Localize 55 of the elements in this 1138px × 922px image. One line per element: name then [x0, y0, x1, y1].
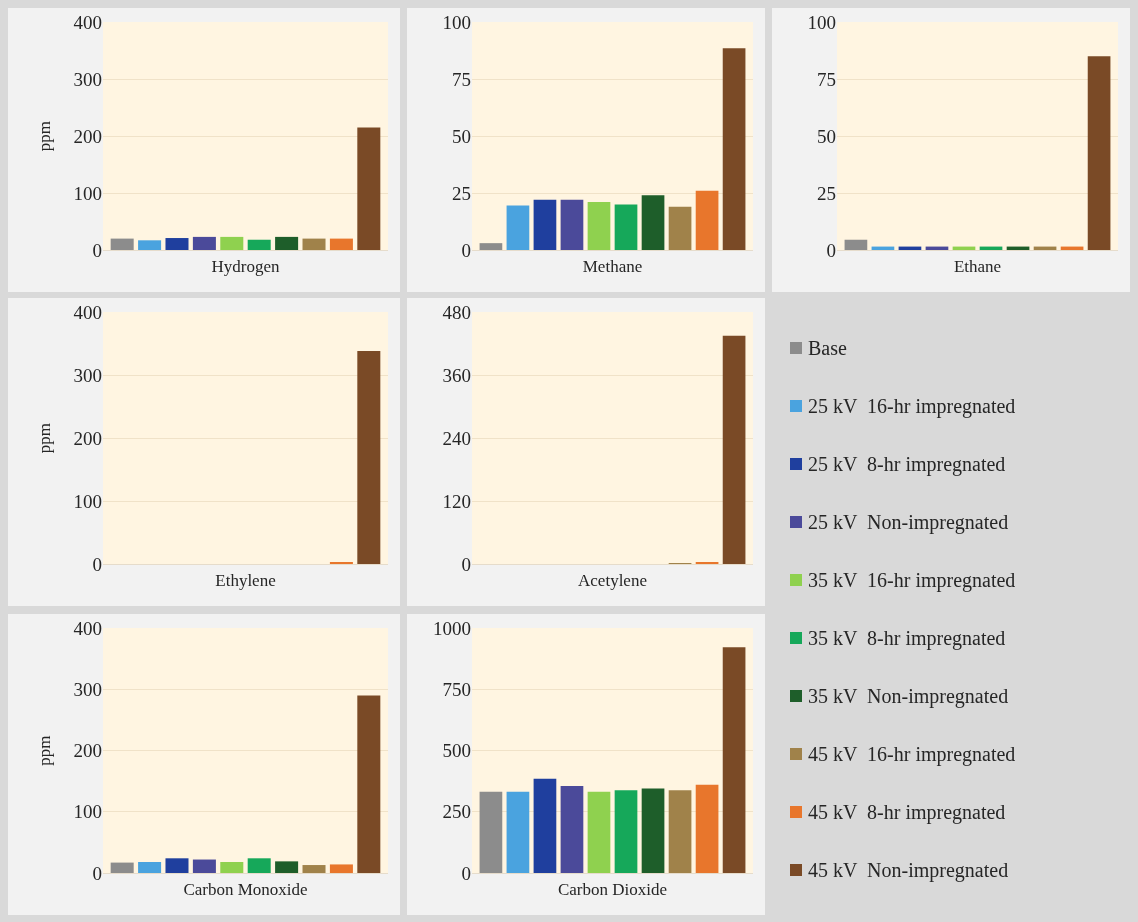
y-axis-title: ppm: [35, 120, 55, 152]
y-tick-label: 750: [442, 678, 471, 700]
y-tick-label: 100: [73, 182, 102, 204]
x-axis-title: Carbon Dioxide: [557, 879, 668, 899]
y-tick-label: 400: [73, 11, 102, 33]
y-tick-label: 0: [92, 862, 102, 884]
legend-label: 25 kV 8-hr impregnated: [808, 452, 1006, 476]
y-tick-label: 300: [73, 364, 102, 386]
y-tick-label: 0: [92, 553, 102, 575]
y-tick-label: 50: [452, 125, 471, 147]
legend-label: 25 kV 16-hr impregnated: [808, 394, 1016, 418]
y-tick-label: 500: [442, 740, 471, 762]
legend-label: 35 kV 16-hr impregnated: [808, 568, 1016, 592]
y-axis-title: ppm: [35, 422, 55, 454]
y-tick-label: 0: [826, 239, 836, 261]
y-tick-label: 200: [73, 427, 102, 449]
legend-label: 45 kV Non-impregnated: [808, 858, 1009, 882]
y-tick-label: 75: [817, 68, 836, 90]
legend-label: 35 kV Non-impregnated: [808, 684, 1009, 708]
y-tick-label: 0: [461, 553, 471, 575]
y-axis-title: ppm: [35, 735, 55, 766]
y-tick-label: 100: [73, 801, 102, 823]
y-tick-label: 400: [73, 617, 102, 639]
x-axis-title: Hydrogen: [211, 256, 280, 276]
y-tick-label: 0: [461, 862, 471, 884]
y-tick-label: 300: [73, 68, 102, 90]
y-tick-label: 480: [442, 301, 471, 323]
x-axis-title: Carbon Monoxide: [183, 879, 308, 899]
legend-label: 35 kV 8-hr impregnated: [808, 626, 1006, 650]
legend-label: 25 kV Non-impregnated: [808, 510, 1009, 534]
y-tick-label: 1000: [433, 617, 471, 639]
x-axis-title: Acetylene: [578, 570, 647, 590]
y-tick-label: 25: [452, 182, 471, 204]
y-tick-label: 200: [73, 740, 102, 762]
y-tick-label: 240: [442, 427, 471, 449]
y-tick-label: 360: [442, 364, 471, 386]
y-tick-label: 400: [73, 301, 102, 323]
x-axis-title: Ethylene: [215, 570, 276, 590]
y-tick-label: 250: [442, 801, 471, 823]
legend-label: 45 kV 16-hr impregnated: [808, 742, 1016, 766]
y-tick-label: 300: [73, 678, 102, 700]
legend-label: Base: [808, 336, 847, 360]
y-tick-label: 0: [461, 239, 471, 261]
y-tick-label: 100: [807, 11, 836, 33]
y-tick-label: 100: [442, 11, 471, 33]
legend-label: 45 kV 8-hr impregnated: [808, 800, 1006, 824]
y-tick-label: 100: [73, 490, 102, 512]
y-tick-label: 50: [817, 125, 836, 147]
y-tick-label: 200: [73, 125, 102, 147]
y-tick-label: 75: [452, 68, 471, 90]
x-axis-title: Methane: [582, 256, 643, 276]
y-tick-label: 0: [92, 239, 102, 261]
y-tick-label: 120: [442, 490, 471, 512]
y-tick-label: 25: [817, 182, 836, 204]
x-axis-title: Ethane: [953, 256, 1002, 276]
